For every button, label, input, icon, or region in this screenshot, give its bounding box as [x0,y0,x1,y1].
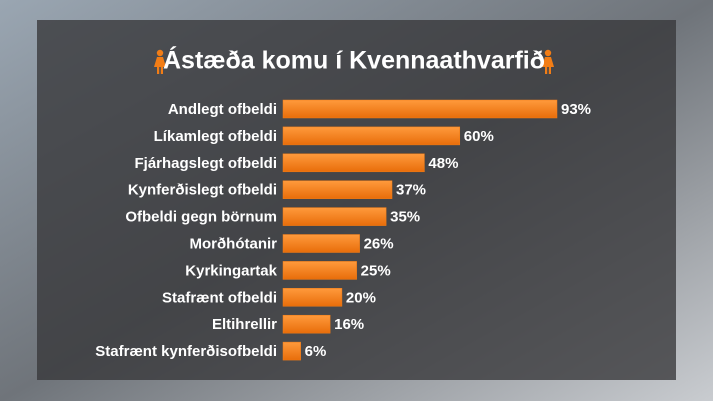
bar [282,314,331,334]
bar [282,180,393,199]
value-label: 93% [561,101,591,118]
category-label: Stafrænt ofbeldi [162,289,277,306]
value-label: 6% [305,343,327,360]
value-label: 37% [396,182,426,199]
category-label: Fjárhagslegt ofbeldi [134,155,277,172]
bar [282,261,357,280]
value-label: 60% [464,128,494,145]
category-label: Ofbeldi gegn börnum [125,209,277,226]
bar [282,234,360,253]
bar [282,207,387,226]
bar [282,126,461,146]
chart-title: Ástæða komu í Kvennaathvarfið [163,46,545,75]
value-label: 16% [334,316,364,333]
category-label: Andlegt ofbeldi [168,101,277,118]
category-label: Líkamlegt ofbeldi [154,128,277,145]
bar [282,99,558,119]
bar [282,341,301,361]
bar [282,153,425,173]
panel [37,20,676,380]
bar [282,288,343,307]
category-label: Kynferðislegt ofbeldi [128,182,277,199]
category-label: Stafrænt kynferðisofbeldi [95,343,277,360]
value-label: 48% [428,155,458,172]
category-label: Morðhótanir [190,235,278,252]
category-label: Kyrkingartak [185,262,277,279]
category-label: Eltihrellir [212,316,277,333]
value-label: 20% [346,289,376,306]
value-label: 35% [390,209,420,226]
value-label: 25% [361,262,391,279]
value-label: 26% [364,235,394,252]
